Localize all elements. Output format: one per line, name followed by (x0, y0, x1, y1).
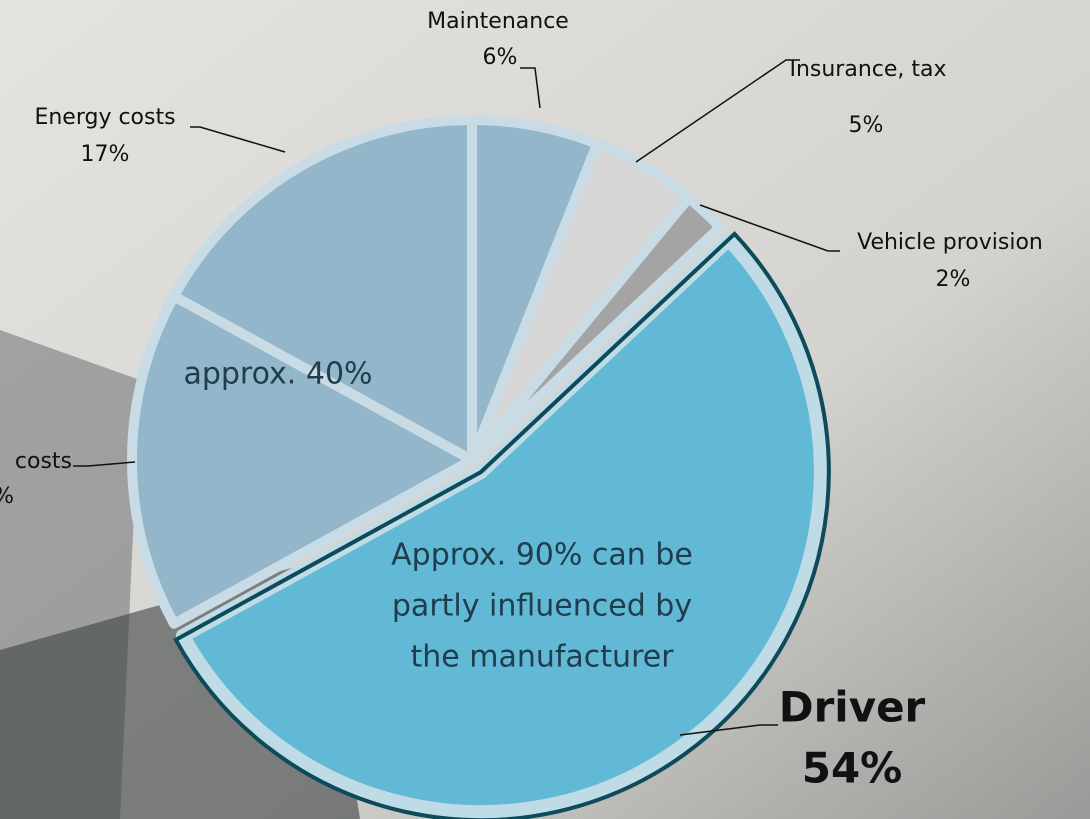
slice-value: 6% (483, 45, 518, 70)
slice-name: Energy costs (34, 105, 175, 130)
slice-outline (173, 231, 831, 819)
pie (127, 115, 831, 819)
leader-line (190, 126, 286, 153)
leader-line (520, 67, 541, 109)
leader-line (699, 204, 840, 252)
slice-name: Insurance, tax (789, 57, 946, 82)
slice-value: 54% (802, 744, 903, 793)
annotation: Approx. 90% can be (391, 538, 693, 573)
slice-name: Vehicle provision (857, 230, 1043, 255)
annotation: approx. 40% (183, 357, 372, 392)
leader-lines (73, 59, 840, 736)
leader-line (679, 724, 778, 736)
slice-value: 16% (0, 484, 14, 509)
slice-value: 5% (849, 113, 884, 138)
slice-name: costs (15, 449, 72, 474)
annotation: partly influenced by (392, 589, 692, 624)
annotation: the manufacturer (410, 640, 674, 675)
leader-line (73, 461, 136, 467)
pie-slice (127, 291, 477, 629)
pie-slice (467, 193, 725, 465)
slice-value: 17% (81, 142, 130, 167)
slice-name: Maintenance (427, 9, 569, 34)
pie-slice (169, 115, 477, 465)
leader-line (635, 59, 800, 163)
slice-value: 2% (936, 267, 971, 292)
slice-name: Driver (779, 683, 926, 732)
pie-slice (175, 232, 828, 819)
